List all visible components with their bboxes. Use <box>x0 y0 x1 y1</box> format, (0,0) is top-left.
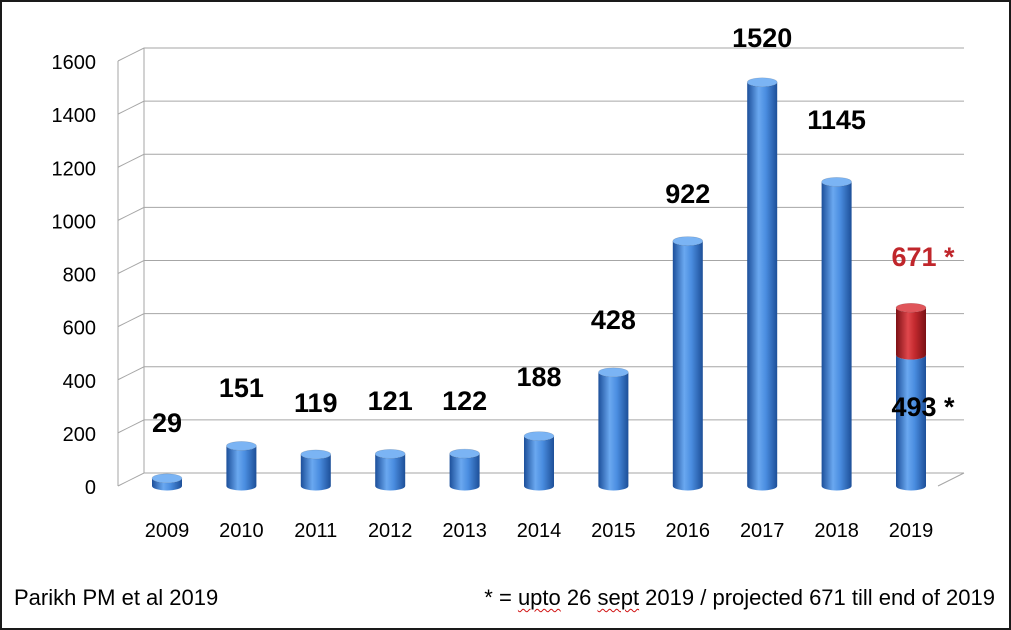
x-tick-label: 2018 <box>814 520 859 542</box>
bar-2012 <box>374 449 406 491</box>
bar-2013-body <box>449 453 480 491</box>
bar-2015 <box>598 367 629 491</box>
bar-projected-2019-top <box>895 302 927 313</box>
bar-2011-body <box>300 454 331 491</box>
bar-2017 <box>746 77 778 491</box>
bar-2014-body <box>524 436 554 491</box>
data-label: 151 <box>219 373 264 403</box>
x-tick-label: 2019 <box>889 520 934 542</box>
bar-2011-top <box>300 449 332 460</box>
gridline <box>117 100 964 115</box>
bar-2018-top <box>821 177 852 187</box>
y-axis: 0 200 400 600 800 1000 1200 1400 1600 <box>52 52 119 499</box>
x-tick-label: 2013 <box>442 520 487 542</box>
y-tick-label: 1200 <box>52 158 97 180</box>
data-label: 1145 <box>807 105 866 135</box>
bar-2014 <box>523 431 555 491</box>
x-tick-label: 2014 <box>517 520 562 542</box>
footnote-word-sept: sept <box>597 585 640 610</box>
y-tick-label: 600 <box>63 318 96 340</box>
projected-data-label: 671 * <box>891 242 955 272</box>
bar-projected-2019-body <box>896 307 926 360</box>
bar-2019 <box>896 355 926 491</box>
bar-2009-top <box>151 473 183 484</box>
data-label: 1520 <box>732 23 792 53</box>
bar-2013 <box>449 448 480 491</box>
floor-edge <box>937 472 965 487</box>
x-tick-label: 2012 <box>368 520 413 542</box>
gridline <box>117 153 964 168</box>
data-label: 121 <box>368 386 413 416</box>
bar-projected-2019 <box>895 302 927 360</box>
y-tick-label: 0 <box>85 477 96 499</box>
x-tick-label: 2015 <box>591 520 636 542</box>
bar-2019-body <box>896 355 926 491</box>
bar-2017-body <box>747 82 778 491</box>
footnote-word-upto: upto <box>517 585 561 610</box>
bar-2016-top <box>672 236 704 246</box>
bar-2011 <box>300 449 332 491</box>
y-tick-label: 200 <box>63 424 96 446</box>
bar-2015-top <box>598 367 629 378</box>
bar-2013-top <box>449 448 480 459</box>
bar-2009 <box>151 473 183 491</box>
y-tick-label: 800 <box>63 265 96 287</box>
bar-2018 <box>821 177 852 491</box>
source-note: Parikh PM et al 2019 <box>14 585 219 610</box>
data-label: 29 <box>152 408 182 438</box>
data-label: 922 <box>665 179 710 209</box>
bar-2010-body <box>226 445 257 491</box>
data-label: 493 * <box>891 392 955 422</box>
bar-2015-body <box>598 372 629 491</box>
x-tick-label: 2010 <box>219 520 264 542</box>
y-tick-label: 1400 <box>52 105 97 127</box>
bar-2016 <box>672 236 704 491</box>
bar-2010-top <box>226 441 257 451</box>
bars <box>151 77 927 491</box>
bar-2014-top <box>523 431 555 441</box>
bar-2012-top <box>374 449 406 459</box>
bar-2012-body <box>375 453 406 491</box>
gridline <box>117 47 964 62</box>
x-tick-label: 2017 <box>740 520 785 542</box>
bar-2010 <box>226 441 257 491</box>
footnote-middle: 26 <box>560 585 598 610</box>
x-tick-label: 2011 <box>294 520 337 542</box>
data-label: 119 <box>294 388 338 418</box>
x-tick-label: 2016 <box>666 520 711 542</box>
x-tick-label: 2009 <box>145 520 190 542</box>
data-labels: 29 151 119 121 122 188 428 922 1520 1145 493 * 671 … <box>152 23 955 438</box>
x-axis: 2009 2010 2011 2012 2013 2014 2015 2016 2017 2018… <box>145 520 934 542</box>
footnote: * = upto 26 sept 2019 / projected 671 ti… <box>484 585 995 611</box>
data-label: 188 <box>516 362 561 392</box>
data-label: 122 <box>442 386 487 416</box>
bar-2016-body <box>672 241 703 491</box>
bar-2018-body <box>821 181 852 491</box>
y-tick-label: 1000 <box>52 211 97 233</box>
footnote-suffix: 2019 / projected 671 till end of 2019 <box>639 585 995 610</box>
bar-2017-top <box>746 77 778 88</box>
gridline <box>117 206 964 221</box>
y-tick-label: 400 <box>63 371 96 393</box>
y-tick-label: 1600 <box>52 52 97 74</box>
data-label: 428 <box>591 305 636 335</box>
bar-2009-body <box>152 478 182 491</box>
footnote-prefix: * = <box>484 585 518 610</box>
